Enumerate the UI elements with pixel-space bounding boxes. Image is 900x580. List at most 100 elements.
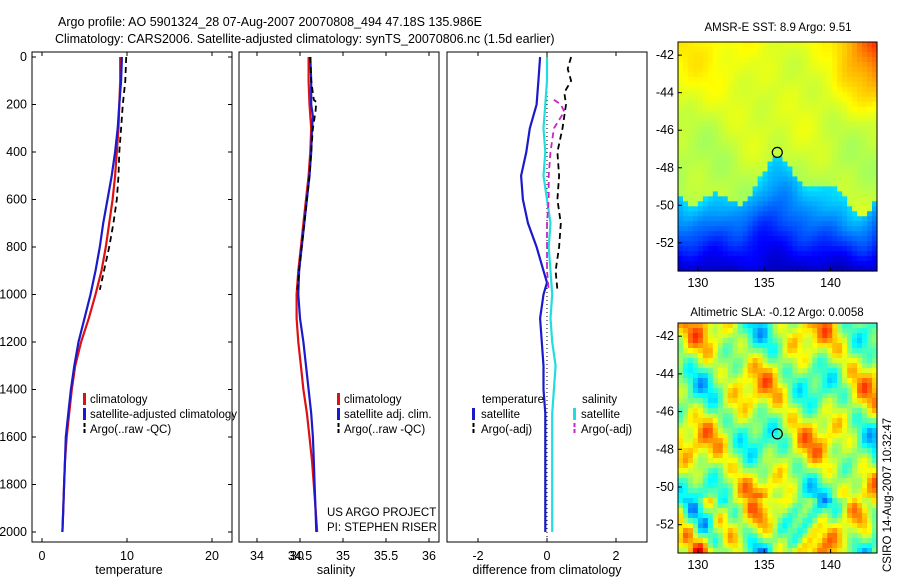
heatmap-cell: [757, 226, 764, 232]
heatmap-cell: [862, 363, 868, 369]
heatmap-cell: [852, 398, 858, 404]
heatmap-cell: [707, 418, 714, 424]
heatmap-cell: [682, 458, 689, 464]
heatmap-cell: [787, 338, 794, 344]
heatmap-cell: [862, 498, 868, 504]
heatmap-cell: [857, 403, 863, 409]
heatmap-cell: [732, 181, 739, 187]
heatmap-cell: [787, 76, 794, 83]
heatmap-cell: [752, 71, 759, 78]
heatmap-cell: [827, 528, 833, 534]
heatmap-cell: [867, 61, 873, 68]
heatmap-cell: [787, 328, 794, 334]
heatmap-cell: [742, 231, 749, 237]
heatmap-cell: [777, 368, 784, 374]
heatmap-cell: [807, 493, 813, 499]
heatmap-cell: [752, 116, 759, 123]
heatmap-cell: [682, 338, 689, 344]
heatmap-cell: [707, 408, 714, 414]
heatmap-cell: [692, 91, 699, 98]
heatmap-cell: [837, 343, 843, 349]
heatmap-cell: [797, 106, 803, 113]
depth-tick-label: 400: [6, 145, 27, 159]
heatmap-cell: [742, 538, 749, 544]
heatmap-cell: [727, 131, 734, 138]
heatmap-cell: [847, 116, 853, 123]
heatmap-cell: [687, 378, 694, 384]
heatmap-cell: [817, 508, 823, 514]
heatmap-cell: [852, 353, 858, 359]
heatmap-cell: [777, 413, 784, 419]
heatmap-cell: [872, 333, 878, 339]
heatmap-cell: [832, 368, 838, 374]
heatmap-cell: [797, 236, 803, 242]
heatmap-cell: [707, 81, 714, 88]
heatmap-cell: [712, 121, 719, 128]
heatmap-cell: [807, 408, 813, 414]
heatmap-cell: [697, 398, 704, 404]
heatmap-cell: [772, 236, 779, 242]
heatmap-cell: [752, 488, 759, 494]
heatmap-cell: [782, 161, 789, 168]
heatmap-cell: [727, 358, 734, 364]
heatmap-cell: [812, 323, 818, 329]
heatmap-cell: [682, 413, 689, 419]
heatmap-cell: [812, 186, 818, 192]
heatmap-cell: [717, 498, 724, 504]
heatmap-cell: [727, 206, 734, 212]
heatmap-cell: [777, 388, 784, 394]
heatmap-cell: [862, 42, 868, 48]
heatmap-cell: [802, 226, 808, 232]
heatmap-cell: [867, 266, 873, 272]
heatmap-cell: [757, 126, 764, 133]
heatmap-cell: [792, 323, 798, 329]
heatmap-cell: [722, 433, 729, 439]
heatmap-cell: [752, 176, 759, 182]
heatmap-cell: [842, 146, 848, 153]
heatmap-cell: [802, 538, 808, 544]
heatmap-cell: [687, 111, 694, 118]
heatmap-cell: [757, 483, 764, 489]
heatmap-cell: [812, 428, 818, 434]
heatmap-cell: [692, 161, 699, 168]
heatmap-cell: [842, 156, 848, 163]
heatmap-cell: [802, 508, 808, 514]
heatmap-cell: [722, 261, 729, 267]
heatmap-cell: [702, 498, 709, 504]
heatmap-cell: [822, 266, 828, 272]
heatmap-cell: [777, 236, 784, 242]
heatmap-cell: [727, 266, 734, 272]
heatmap-cell: [682, 503, 689, 509]
heatmap-cell: [707, 378, 714, 384]
heatmap-cell: [852, 161, 858, 168]
heatmap-cell: [782, 428, 789, 434]
heatmap-cell: [772, 443, 779, 449]
heatmap-cell: [807, 211, 813, 217]
heatmap-cell: [752, 438, 759, 444]
heatmap-cell: [692, 251, 699, 257]
heatmap-cell: [832, 201, 838, 207]
heatmap-cell: [812, 398, 818, 404]
heatmap-cell: [717, 343, 724, 349]
heatmap-cell: [782, 413, 789, 419]
heatmap-cell: [787, 161, 794, 168]
heatmap-cell: [822, 91, 828, 98]
heatmap-cell: [757, 488, 764, 494]
heatmap-cell: [852, 76, 858, 83]
heatmap-cell: [717, 348, 724, 354]
heatmap-cell: [777, 443, 784, 449]
heatmap-cell: [787, 463, 794, 469]
heatmap-cell: [862, 523, 868, 529]
heatmap-cell: [802, 106, 808, 113]
heatmap-cell: [867, 66, 873, 73]
heatmap-cell: [847, 428, 853, 434]
heatmap-cell: [832, 468, 838, 474]
heatmap-cell: [682, 201, 689, 207]
heatmap-cell: [757, 106, 764, 113]
heatmap-cell: [732, 206, 739, 212]
heatmap-cell: [757, 473, 764, 479]
heatmap-cell: [687, 493, 694, 499]
heatmap-cell: [687, 498, 694, 504]
heatmap-cell: [692, 166, 699, 173]
heatmap-cell: [832, 478, 838, 484]
